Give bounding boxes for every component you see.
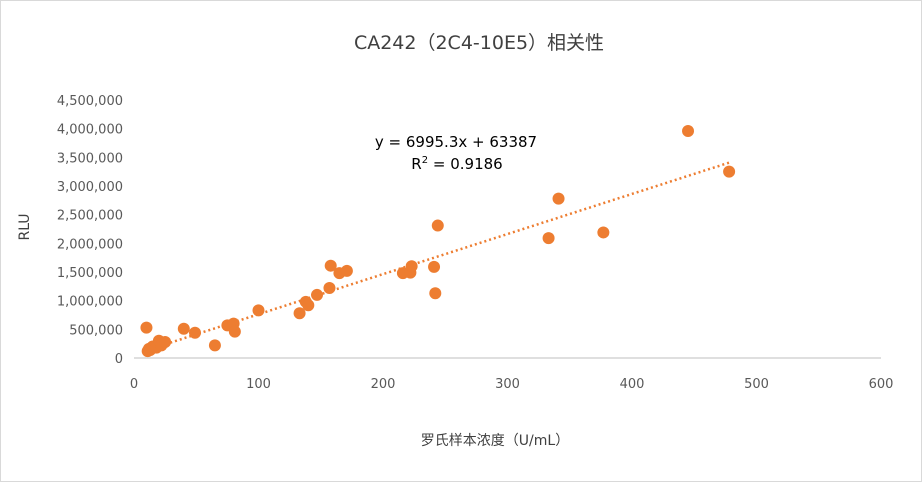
y-tick-label: 1,500,000 — [57, 266, 123, 281]
x-tick-label: 100 — [246, 377, 271, 392]
y-tick-label: 3,000,000 — [57, 180, 123, 195]
data-point — [682, 124, 695, 137]
data-point — [159, 335, 172, 348]
regression-equation: y = 6995.3x + 63387 — [375, 133, 537, 151]
data-point — [177, 322, 190, 335]
data-points — [140, 124, 736, 358]
y-tick-label: 0 — [115, 352, 123, 367]
x-tick-label: 0 — [130, 377, 138, 392]
chart-title: CA242（2C4-10E5）相关性 — [354, 32, 604, 54]
y-tick-label: 2,000,000 — [57, 237, 123, 252]
x-tick-label: 400 — [620, 377, 645, 392]
x-axis-ticks: 0 100 200 300 400 500 600 — [130, 377, 894, 392]
data-point — [405, 260, 418, 273]
y-axis-label: RLU — [17, 213, 33, 240]
data-point — [228, 325, 241, 338]
data-point — [293, 307, 306, 320]
y-tick-label: 2,500,000 — [57, 209, 123, 224]
x-tick-label: 200 — [371, 377, 396, 392]
x-tick-label: 500 — [744, 377, 769, 392]
y-tick-label: 4,000,000 — [57, 123, 123, 138]
data-point — [189, 326, 202, 339]
data-point — [208, 339, 221, 352]
y-tick-label: 1,000,000 — [57, 295, 123, 310]
data-point — [542, 232, 555, 245]
trendline — [146, 161, 730, 352]
r-squared-value: = 0.9186 — [428, 155, 503, 173]
x-axis-label: 罗氏样本浓度（U/mL） — [421, 433, 569, 449]
data-point — [428, 260, 441, 273]
r-squared: R2 = 0.9186 — [411, 155, 502, 173]
data-point — [723, 165, 736, 178]
data-point — [340, 264, 353, 277]
r-squared-superscript: 2 — [422, 155, 428, 166]
y-tick-label: 3,500,000 — [57, 151, 123, 166]
y-tick-label: 500,000 — [69, 323, 123, 338]
data-point — [252, 304, 265, 317]
data-point — [552, 192, 565, 205]
data-point — [324, 259, 337, 272]
data-point — [597, 226, 610, 239]
data-point — [429, 287, 442, 300]
y-tick-label: 4,500,000 — [57, 94, 123, 109]
data-point — [302, 299, 315, 312]
data-point — [311, 288, 324, 301]
y-axis-ticks: 0 500,000 1,000,000 1,500,000 2,000,000 2,500… — [57, 94, 123, 367]
x-tick-label: 300 — [495, 377, 520, 392]
data-point — [323, 282, 336, 295]
r-squared-prefix: R — [411, 155, 421, 173]
data-point — [140, 321, 153, 334]
x-tick-label: 600 — [869, 377, 894, 392]
data-point — [431, 219, 444, 232]
